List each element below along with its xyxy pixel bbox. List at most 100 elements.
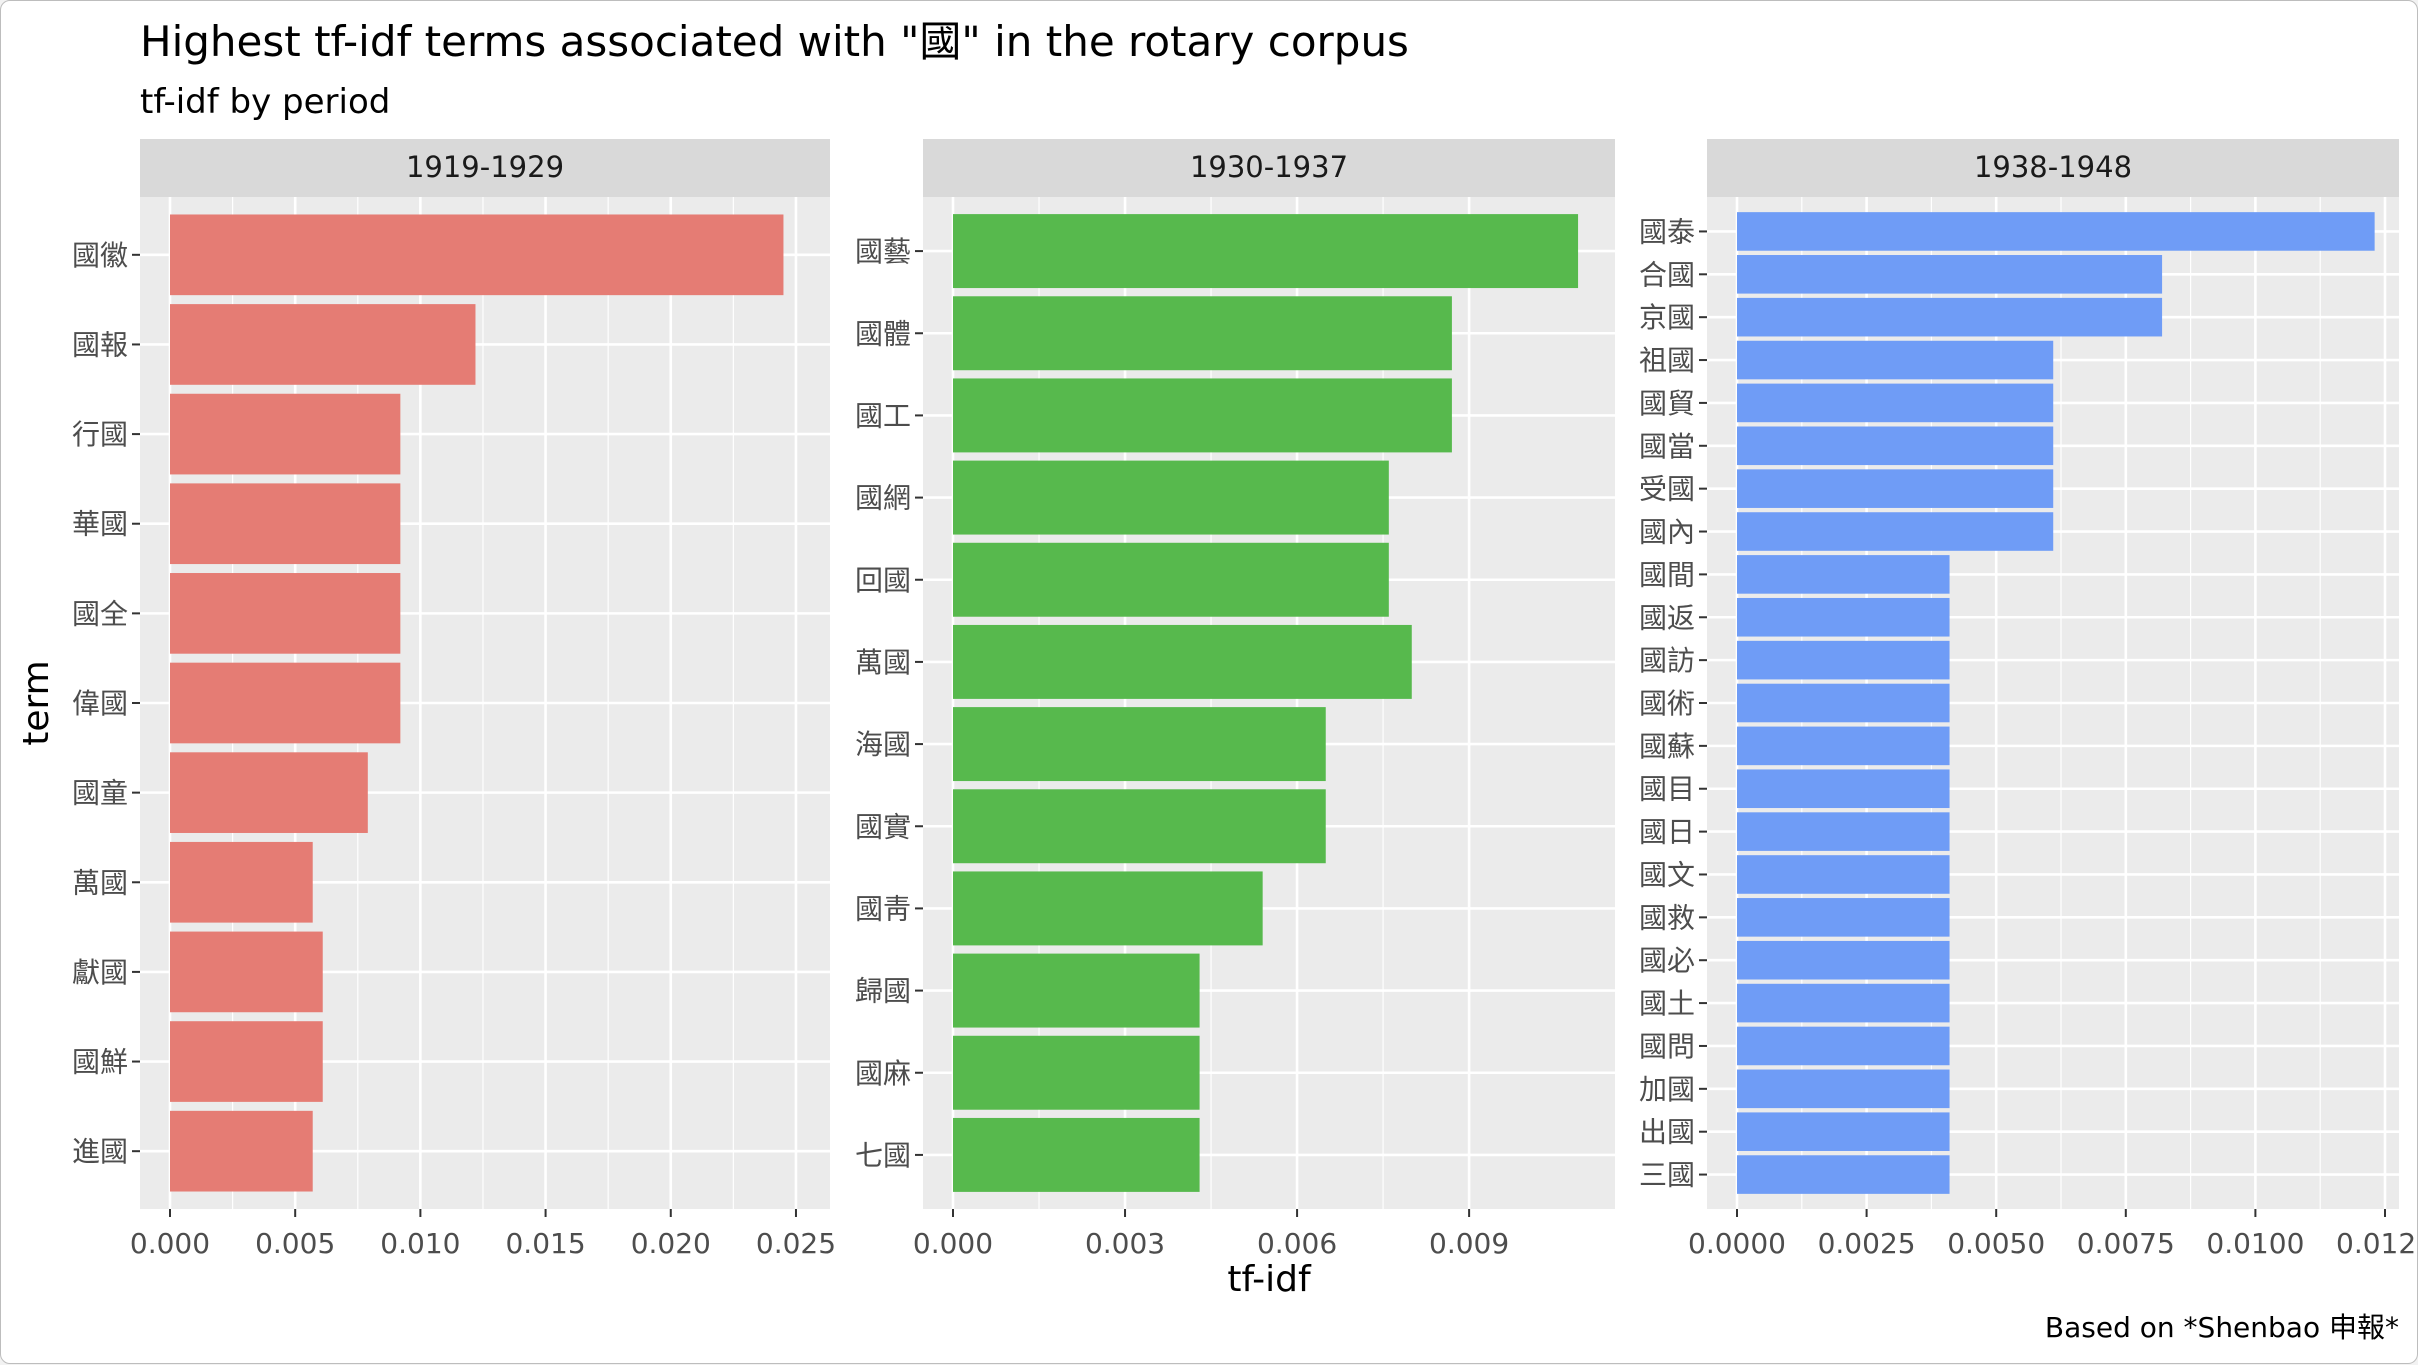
x-tick-label: 0.0000 xyxy=(1688,1227,1786,1260)
bar-國蘇 xyxy=(1737,726,1950,766)
bar-華國 xyxy=(170,483,401,565)
x-axis-title: tf-idf xyxy=(1227,1259,1312,1300)
y-tick-label: 祖國 xyxy=(1639,344,1695,377)
x-tick-label: 0.005 xyxy=(255,1227,335,1260)
bar-回國 xyxy=(953,542,1389,617)
y-tick-label: 萬國 xyxy=(855,646,911,679)
bar-京國 xyxy=(1737,297,2163,337)
y-tick-label: 獻國 xyxy=(72,956,128,989)
x-tick-label: 0.0125 xyxy=(2336,1227,2418,1260)
x-tick-label: 0.0025 xyxy=(1818,1227,1916,1260)
chart-title: Highest tf-idf terms associated with "國"… xyxy=(140,17,1409,66)
x-tick-label: 0.0050 xyxy=(1947,1227,2045,1260)
bar-合國 xyxy=(1737,255,2163,294)
y-tick-label: 國麻 xyxy=(855,1057,911,1090)
y-tick-label: 海國 xyxy=(855,728,911,761)
bar-國徽 xyxy=(170,214,784,296)
x-tick-label: 0.0100 xyxy=(2206,1227,2304,1260)
bar-國日 xyxy=(1737,812,1950,851)
y-tick-label: 國童 xyxy=(72,777,128,810)
bar-國藝 xyxy=(953,214,1579,289)
y-tick-label: 國鮮 xyxy=(72,1046,128,1079)
y-tick-label: 行國 xyxy=(72,418,128,451)
y-tick-label: 國實 xyxy=(855,810,911,843)
y-tick-label: 萬國 xyxy=(72,866,128,899)
bar-國救 xyxy=(1737,898,1950,937)
y-tick-label: 三國 xyxy=(1639,1159,1695,1192)
bar-國童 xyxy=(170,752,368,833)
bar-國必 xyxy=(1737,940,1950,980)
bar-國文 xyxy=(1737,855,1950,894)
bar-萬國 xyxy=(170,841,313,923)
y-tick-label: 國必 xyxy=(1639,944,1695,977)
bar-國問 xyxy=(1737,1026,1950,1066)
facet-strip xyxy=(1707,139,2399,197)
y-tick-label: 國網 xyxy=(855,482,911,515)
bar-國全 xyxy=(170,573,401,654)
facet-panel-1938-1948: 1938-1948 0.0000 0.0025 0.0050 0.0075 0.0100 0… xyxy=(1639,139,2418,1260)
bar-加國 xyxy=(1737,1069,1950,1109)
y-tick-label: 國貿 xyxy=(1639,387,1695,420)
bar-國靑 xyxy=(953,871,1263,946)
y-tick-label: 國術 xyxy=(1639,687,1695,720)
y-tick-label: 國目 xyxy=(1639,773,1695,806)
y-tick-label: 國救 xyxy=(1639,901,1695,934)
y-tick-label: 國土 xyxy=(1639,987,1695,1020)
y-tick-label: 受國 xyxy=(1639,473,1695,506)
bar-行國 xyxy=(170,393,401,475)
y-tick-label: 國藝 xyxy=(855,235,911,268)
y-tick-label: 國訪 xyxy=(1639,644,1695,677)
x-tick-label: 0.025 xyxy=(756,1227,836,1260)
bar-國網 xyxy=(953,460,1389,535)
y-tick-label: 國體 xyxy=(855,317,911,350)
facet-strip xyxy=(923,139,1615,197)
bar-國訪 xyxy=(1737,640,1950,680)
bar-祖國 xyxy=(1737,340,2054,380)
bar-出國 xyxy=(1737,1112,1950,1151)
y-tick-label: 加國 xyxy=(1639,1073,1695,1106)
y-tick-label: 歸國 xyxy=(855,975,911,1008)
facet-strip xyxy=(140,139,830,197)
bar-七國 xyxy=(953,1117,1200,1192)
y-tick-label: 國問 xyxy=(1639,1030,1695,1063)
y-tick-label: 京國 xyxy=(1639,301,1695,334)
y-tick-label: 國全 xyxy=(72,597,128,630)
bar-歸國 xyxy=(953,953,1200,1028)
x-tick-label: 0.010 xyxy=(380,1227,460,1260)
bar-國術 xyxy=(1737,683,1950,723)
y-tick-label: 進國 xyxy=(72,1135,128,1168)
bar-進國 xyxy=(170,1110,313,1192)
facet-strip-label: 1919-1929 xyxy=(406,150,564,184)
chart-subtitle: tf-idf by period xyxy=(140,82,390,122)
x-tick-label: 0.015 xyxy=(505,1227,585,1260)
y-tick-label: 國返 xyxy=(1639,601,1695,634)
bar-國間 xyxy=(1737,555,1950,594)
x-tick-label: 0.000 xyxy=(913,1227,993,1260)
bar-國工 xyxy=(953,378,1452,453)
y-tick-label: 國文 xyxy=(1639,858,1695,891)
x-tick-label: 0.009 xyxy=(1429,1227,1509,1260)
bar-偉國 xyxy=(170,662,401,744)
chart-caption: Based on *Shenbao 申報* xyxy=(2045,1311,2399,1344)
bar-三國 xyxy=(1737,1155,1950,1194)
x-tick-label: 0.000 xyxy=(130,1227,210,1260)
facet-strip-label: 1938-1948 xyxy=(1974,150,2132,184)
bar-國土 xyxy=(1737,983,1950,1023)
x-tick-label: 0.006 xyxy=(1257,1227,1337,1260)
y-tick-label: 國靑 xyxy=(855,892,911,925)
x-tick-label: 0.0075 xyxy=(2077,1227,2175,1260)
y-tick-label: 偉國 xyxy=(72,687,128,720)
y-tick-label: 回國 xyxy=(855,564,911,597)
y-tick-label: 國日 xyxy=(1639,816,1695,849)
y-tick-label: 國工 xyxy=(855,399,911,432)
x-tick-label: 0.003 xyxy=(1085,1227,1165,1260)
y-tick-label: 國間 xyxy=(1639,558,1695,591)
bar-獻國 xyxy=(170,931,323,1013)
y-axis-title: term xyxy=(16,660,57,746)
y-tick-label: 出國 xyxy=(1639,1116,1695,1149)
y-tick-label: 國泰 xyxy=(1639,215,1695,248)
bar-國返 xyxy=(1737,597,1950,637)
bar-國鮮 xyxy=(170,1021,323,1102)
